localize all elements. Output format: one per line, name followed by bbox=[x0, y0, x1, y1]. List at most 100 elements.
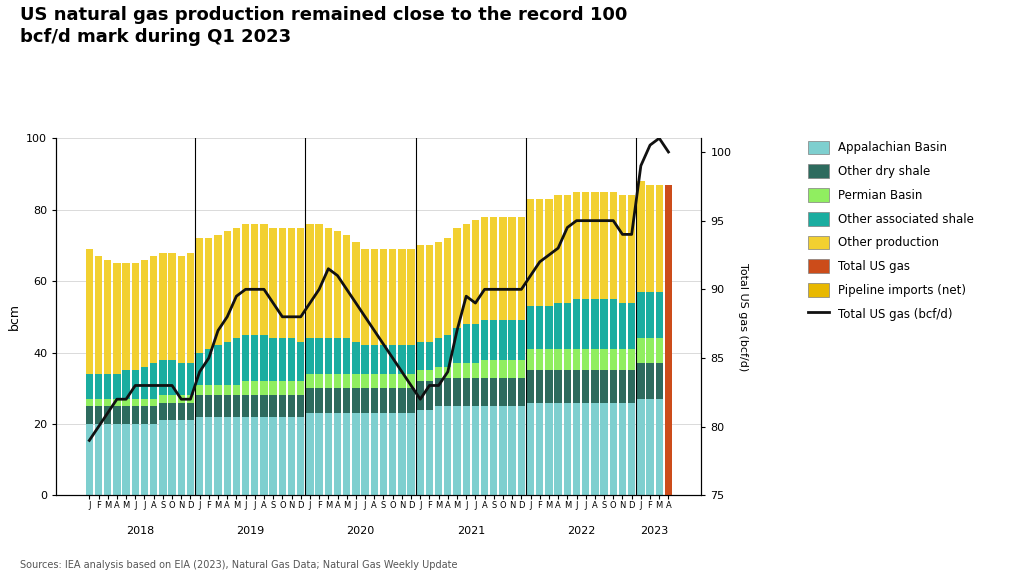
Bar bbox=[563, 403, 571, 495]
Bar bbox=[150, 399, 158, 406]
Bar bbox=[389, 346, 396, 374]
Bar bbox=[325, 413, 332, 495]
Bar bbox=[150, 424, 158, 495]
Bar bbox=[444, 367, 452, 377]
Bar bbox=[260, 224, 267, 335]
Bar bbox=[315, 413, 323, 495]
Bar bbox=[454, 406, 461, 495]
Bar bbox=[352, 388, 359, 413]
Bar bbox=[398, 346, 406, 374]
Bar bbox=[361, 249, 369, 346]
Bar bbox=[223, 342, 230, 385]
Text: Sources: IEA analysis based on EIA (2023), Natural Gas Data; Natural Gas Weekly : Sources: IEA analysis based on EIA (2023… bbox=[20, 560, 458, 570]
Bar bbox=[426, 410, 433, 495]
Bar bbox=[242, 417, 249, 495]
Bar bbox=[490, 359, 498, 377]
Bar bbox=[114, 374, 121, 399]
Bar bbox=[527, 306, 535, 349]
Bar bbox=[361, 388, 369, 413]
Bar bbox=[279, 417, 286, 495]
Bar bbox=[232, 385, 240, 395]
Bar bbox=[609, 403, 617, 495]
Bar bbox=[251, 395, 258, 417]
Bar bbox=[563, 349, 571, 370]
Bar bbox=[132, 370, 139, 399]
Bar bbox=[426, 381, 433, 410]
Bar bbox=[472, 377, 479, 406]
Bar bbox=[582, 403, 590, 495]
Bar bbox=[334, 413, 341, 495]
Bar bbox=[591, 299, 599, 349]
Bar bbox=[500, 320, 507, 359]
Bar bbox=[554, 403, 562, 495]
Bar bbox=[618, 302, 626, 349]
Bar bbox=[646, 185, 653, 292]
Bar bbox=[554, 302, 562, 349]
Bar bbox=[518, 359, 525, 377]
Bar bbox=[196, 417, 204, 495]
Bar bbox=[279, 338, 286, 381]
Bar bbox=[435, 338, 442, 367]
Bar bbox=[609, 370, 617, 403]
Bar bbox=[334, 338, 341, 374]
Bar bbox=[297, 228, 304, 342]
Bar bbox=[490, 217, 498, 320]
Bar bbox=[140, 260, 148, 367]
Bar bbox=[628, 349, 635, 370]
Bar bbox=[527, 349, 535, 370]
Bar bbox=[279, 395, 286, 417]
Bar bbox=[269, 228, 276, 338]
Bar bbox=[655, 292, 663, 338]
Bar bbox=[609, 349, 617, 370]
Bar bbox=[618, 349, 626, 370]
Bar bbox=[352, 242, 359, 342]
Bar bbox=[637, 363, 644, 399]
Bar bbox=[186, 403, 195, 420]
Bar bbox=[325, 228, 332, 338]
Bar bbox=[408, 374, 415, 388]
Bar bbox=[454, 328, 461, 363]
Bar bbox=[104, 424, 112, 495]
Bar bbox=[315, 224, 323, 338]
Bar bbox=[279, 381, 286, 395]
Bar bbox=[297, 342, 304, 381]
Bar bbox=[186, 363, 195, 395]
Bar bbox=[306, 413, 313, 495]
Bar bbox=[297, 417, 304, 495]
Bar bbox=[637, 181, 644, 292]
Bar bbox=[398, 374, 406, 388]
Bar bbox=[196, 353, 204, 385]
Bar bbox=[463, 224, 470, 324]
Bar bbox=[104, 260, 112, 374]
Bar bbox=[554, 370, 562, 403]
Bar bbox=[518, 320, 525, 359]
Bar bbox=[380, 249, 387, 346]
Bar bbox=[527, 403, 535, 495]
Bar bbox=[132, 399, 139, 406]
Bar bbox=[104, 399, 112, 406]
Bar bbox=[435, 242, 442, 338]
Bar bbox=[260, 417, 267, 495]
Bar bbox=[426, 370, 433, 381]
Bar bbox=[408, 249, 415, 346]
Bar bbox=[572, 299, 581, 349]
Bar bbox=[509, 377, 516, 406]
Bar bbox=[196, 385, 204, 395]
Bar bbox=[223, 395, 230, 417]
Bar bbox=[325, 374, 332, 388]
Bar bbox=[527, 370, 535, 403]
Bar bbox=[177, 403, 185, 420]
Bar bbox=[269, 338, 276, 381]
Bar bbox=[600, 403, 608, 495]
Bar bbox=[306, 374, 313, 388]
Bar bbox=[352, 413, 359, 495]
Bar bbox=[186, 420, 195, 495]
Bar bbox=[537, 199, 544, 306]
Bar bbox=[205, 395, 213, 417]
Bar bbox=[554, 349, 562, 370]
Bar bbox=[288, 417, 295, 495]
Bar bbox=[609, 192, 617, 299]
Bar bbox=[260, 395, 267, 417]
Bar bbox=[325, 338, 332, 374]
Bar bbox=[371, 249, 378, 346]
